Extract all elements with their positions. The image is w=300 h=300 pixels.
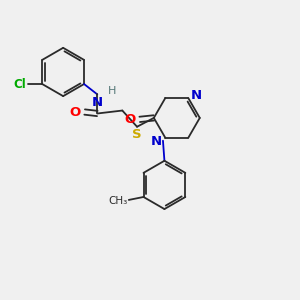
Text: Cl: Cl [13,77,26,91]
Text: H: H [108,86,116,96]
Text: O: O [124,113,136,126]
Text: S: S [132,128,142,141]
Text: O: O [69,106,80,118]
Text: N: N [92,96,103,109]
Text: N: N [191,88,202,102]
Text: CH₃: CH₃ [108,196,127,206]
Text: N: N [151,135,162,148]
